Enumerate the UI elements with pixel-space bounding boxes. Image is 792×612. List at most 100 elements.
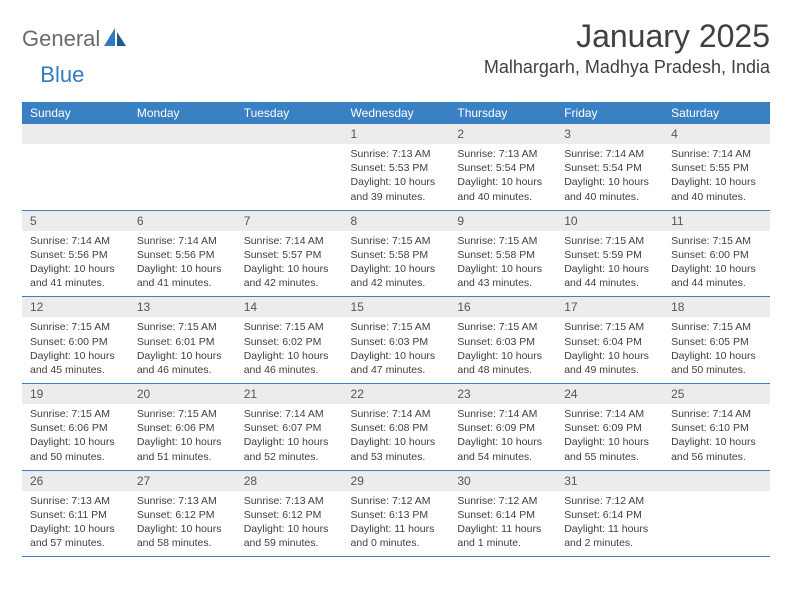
day-line: and 40 minutes.: [457, 190, 548, 204]
day-cell: Sunrise: 7:15 AMSunset: 6:01 PMDaylight:…: [129, 317, 236, 383]
day-line: Daylight: 10 hours: [30, 262, 121, 276]
day-line: Daylight: 10 hours: [457, 435, 548, 449]
day-line: Sunset: 6:03 PM: [351, 335, 442, 349]
day-line: Sunset: 6:06 PM: [30, 421, 121, 435]
day-number: 5: [22, 211, 129, 231]
day-cell: Sunrise: 7:14 AMSunset: 5:55 PMDaylight:…: [663, 144, 770, 210]
day-line: Sunrise: 7:15 AM: [137, 407, 228, 421]
logo-text-general: General: [22, 26, 100, 52]
day-number: 17: [556, 297, 663, 317]
day-line: and 52 minutes.: [244, 450, 335, 464]
day-cell: [129, 144, 236, 210]
day-line: Daylight: 11 hours: [564, 522, 655, 536]
weekday-header-row: Sunday Monday Tuesday Wednesday Thursday…: [22, 102, 770, 124]
day-line: Daylight: 11 hours: [351, 522, 442, 536]
day-line: Daylight: 10 hours: [137, 262, 228, 276]
day-line: Sunrise: 7:13 AM: [457, 147, 548, 161]
day-line: and 49 minutes.: [564, 363, 655, 377]
day-line: Sunrise: 7:12 AM: [351, 494, 442, 508]
day-line: and 40 minutes.: [564, 190, 655, 204]
day-line: Daylight: 10 hours: [671, 175, 762, 189]
day-line: Daylight: 11 hours: [457, 522, 548, 536]
day-line: Daylight: 10 hours: [351, 349, 442, 363]
day-cell: Sunrise: 7:14 AMSunset: 5:57 PMDaylight:…: [236, 231, 343, 297]
day-line: Sunset: 5:54 PM: [564, 161, 655, 175]
day-line: and 50 minutes.: [30, 450, 121, 464]
day-line: Sunrise: 7:15 AM: [671, 320, 762, 334]
day-number: 19: [22, 384, 129, 404]
day-line: Sunset: 6:09 PM: [564, 421, 655, 435]
day-cell: Sunrise: 7:15 AMSunset: 6:00 PMDaylight:…: [663, 231, 770, 297]
day-line: Daylight: 10 hours: [564, 175, 655, 189]
day-line: Sunset: 5:56 PM: [137, 248, 228, 262]
day-cell: Sunrise: 7:15 AMSunset: 6:04 PMDaylight:…: [556, 317, 663, 383]
day-line: and 53 minutes.: [351, 450, 442, 464]
day-line: and 51 minutes.: [137, 450, 228, 464]
day-cell: Sunrise: 7:13 AMSunset: 5:54 PMDaylight:…: [449, 144, 556, 210]
day-line: and 43 minutes.: [457, 276, 548, 290]
day-line: Sunset: 6:00 PM: [671, 248, 762, 262]
day-number: 28: [236, 471, 343, 491]
day-number: 29: [343, 471, 450, 491]
day-line: Sunset: 6:14 PM: [457, 508, 548, 522]
day-line: and 41 minutes.: [137, 276, 228, 290]
day-cell: Sunrise: 7:15 AMSunset: 6:02 PMDaylight:…: [236, 317, 343, 383]
day-cell: Sunrise: 7:12 AMSunset: 6:14 PMDaylight:…: [556, 491, 663, 557]
day-line: Sunrise: 7:14 AM: [671, 147, 762, 161]
weekday-friday: Friday: [556, 102, 663, 124]
day-line: and 46 minutes.: [137, 363, 228, 377]
day-line: Daylight: 10 hours: [137, 349, 228, 363]
day-line: Daylight: 10 hours: [564, 262, 655, 276]
weekday-sunday: Sunday: [22, 102, 129, 124]
day-line: Daylight: 10 hours: [351, 435, 442, 449]
day-line: Sunset: 5:54 PM: [457, 161, 548, 175]
day-line: Sunrise: 7:15 AM: [564, 320, 655, 334]
logo-text-blue: Blue: [40, 62, 84, 88]
day-line: Sunset: 6:05 PM: [671, 335, 762, 349]
day-number-row: 12131415161718: [22, 297, 770, 317]
day-line: and 56 minutes.: [671, 450, 762, 464]
day-number: [22, 124, 129, 144]
day-line: Sunrise: 7:14 AM: [671, 407, 762, 421]
day-line: and 44 minutes.: [671, 276, 762, 290]
weekday-wednesday: Wednesday: [343, 102, 450, 124]
month-title: January 2025: [484, 18, 770, 55]
calendar-table: Sunday Monday Tuesday Wednesday Thursday…: [22, 102, 770, 557]
day-cell: Sunrise: 7:13 AMSunset: 6:12 PMDaylight:…: [236, 491, 343, 557]
day-line: Daylight: 10 hours: [30, 522, 121, 536]
day-line: Daylight: 10 hours: [30, 349, 121, 363]
day-number: 6: [129, 211, 236, 231]
day-line: Daylight: 10 hours: [244, 435, 335, 449]
day-number: 20: [129, 384, 236, 404]
day-line: Sunrise: 7:14 AM: [30, 234, 121, 248]
day-cell: Sunrise: 7:15 AMSunset: 5:59 PMDaylight:…: [556, 231, 663, 297]
day-line: Daylight: 10 hours: [351, 262, 442, 276]
day-number: 13: [129, 297, 236, 317]
weekday-tuesday: Tuesday: [236, 102, 343, 124]
day-cell: Sunrise: 7:14 AMSunset: 6:10 PMDaylight:…: [663, 404, 770, 470]
day-number: 24: [556, 384, 663, 404]
day-line: Daylight: 10 hours: [671, 435, 762, 449]
day-line: Sunset: 6:11 PM: [30, 508, 121, 522]
day-line: Sunset: 6:13 PM: [351, 508, 442, 522]
day-line: Sunset: 5:56 PM: [30, 248, 121, 262]
day-number: 8: [343, 211, 450, 231]
day-line: and 2 minutes.: [564, 536, 655, 550]
day-cell: Sunrise: 7:13 AMSunset: 6:11 PMDaylight:…: [22, 491, 129, 557]
day-line: and 40 minutes.: [671, 190, 762, 204]
day-number: 21: [236, 384, 343, 404]
day-line: Sunrise: 7:14 AM: [244, 234, 335, 248]
logo: General: [22, 18, 130, 52]
location-subtitle: Malhargarh, Madhya Pradesh, India: [484, 57, 770, 78]
day-number: 15: [343, 297, 450, 317]
day-line: Sunrise: 7:12 AM: [457, 494, 548, 508]
day-cell: Sunrise: 7:14 AMSunset: 6:09 PMDaylight:…: [556, 404, 663, 470]
day-cell: Sunrise: 7:15 AMSunset: 6:05 PMDaylight:…: [663, 317, 770, 383]
day-cell: Sunrise: 7:12 AMSunset: 6:13 PMDaylight:…: [343, 491, 450, 557]
day-number: 3: [556, 124, 663, 144]
day-cell: Sunrise: 7:14 AMSunset: 6:07 PMDaylight:…: [236, 404, 343, 470]
day-cell: Sunrise: 7:14 AMSunset: 6:09 PMDaylight:…: [449, 404, 556, 470]
day-line: and 41 minutes.: [30, 276, 121, 290]
day-line: Sunrise: 7:14 AM: [137, 234, 228, 248]
day-line: Sunset: 5:58 PM: [457, 248, 548, 262]
